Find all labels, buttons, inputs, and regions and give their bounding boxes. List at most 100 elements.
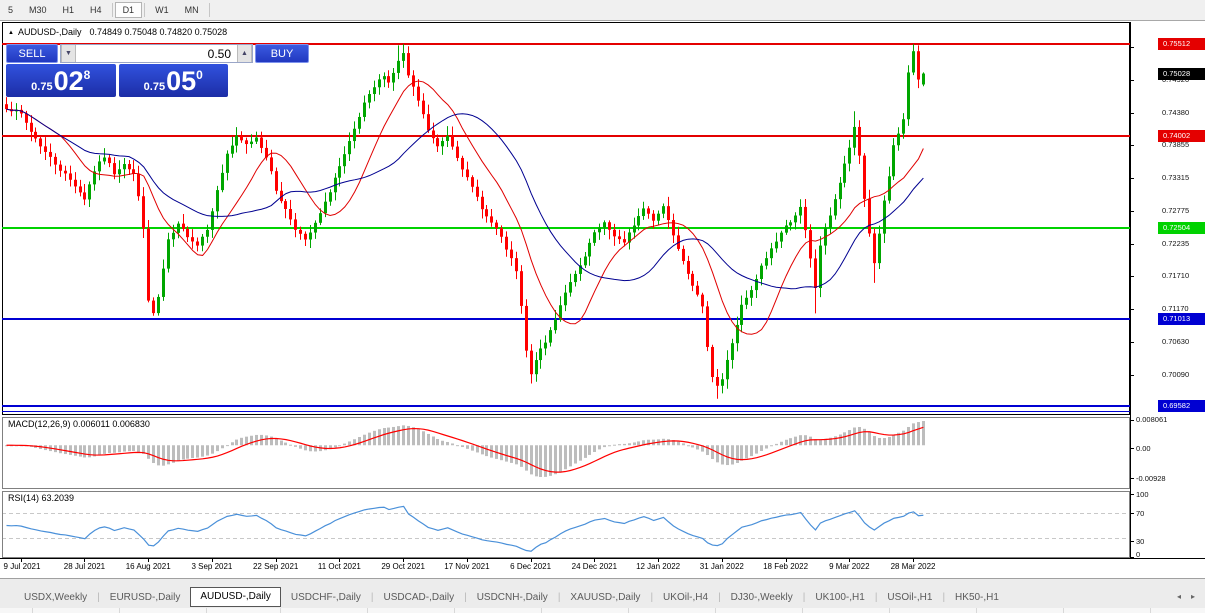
chart-tab-hk50-h1[interactable]: HK50-,H1 (955, 592, 999, 603)
chevron-down-icon: ▼ (65, 50, 72, 57)
date-axis-label: 17 Nov 2021 (444, 562, 490, 571)
price-level-badge: 0.69582 (1158, 400, 1205, 412)
buy-price-big: 05 (166, 66, 197, 96)
rsi-indicator-label: RSI(14) 63.2039 (8, 493, 75, 503)
buy-button[interactable]: BUY (255, 44, 309, 63)
timeframe-button-m30[interactable]: M30 (29, 5, 47, 15)
tab-separator: | (370, 592, 374, 603)
timeframe-button-d1[interactable]: D1 (114, 2, 143, 18)
tab-separator: | (802, 592, 806, 603)
tab-scroll-left-icon[interactable]: ◂ (1176, 592, 1181, 601)
price-level-badge: 0.71013 (1158, 312, 1205, 325)
date-axis-label: 22 Sep 2021 (252, 562, 299, 571)
tab-separator: | (464, 592, 467, 603)
timeframe-toolbar: 5 M30 H1 H4 D1 W1 MN (0, 0, 1205, 21)
chevron-up-icon: ▲ (241, 50, 248, 57)
date-axis-label: 3 Sep 2021 (191, 562, 233, 571)
date-axis-label: 18 Feb 2022 (763, 562, 809, 571)
price-level-badge: 0.72504 (1158, 221, 1205, 234)
chart-tabs-bar: USDX,Weekly | EURUSD-,Daily AUDUSD-,Daily US… (0, 578, 1205, 608)
volume-spinner: ▼ ▲ (60, 44, 253, 63)
sell-price-display[interactable]: 0.75 02 8 (6, 64, 116, 97)
volume-increase-button[interactable]: ▲ (237, 45, 252, 62)
date-axis-label: 28 Mar 2022 (890, 562, 936, 571)
chart-tab-usdx-weekly[interactable]: USDX,Weekly (24, 592, 88, 603)
chart-tab-xauusd-daily[interactable]: XAUUSD-,Daily (570, 592, 641, 603)
sell-price-pip: 8 (83, 68, 91, 82)
chart-tab-audusd-daily[interactable]: AUDUSD-,Daily (190, 587, 281, 607)
date-axis-label: 12 Jan 2022 (636, 562, 681, 571)
chart-tab-uk100-h1[interactable]: UK100-,H1 (815, 592, 865, 603)
timeframe-button-w1[interactable]: W1 (155, 5, 169, 15)
date-axis-label: 31 Jan 2022 (699, 562, 744, 571)
rsi-axis-label: 70 (1136, 509, 1145, 518)
price-axis-label: 0.72775 (1162, 206, 1190, 216)
timeframe-button-mn[interactable]: MN (184, 5, 199, 15)
ohlc-values: 0.74849 0.75048 0.74820 0.75028 (89, 27, 228, 37)
tab-scroll-controls: ◂ ▸ (1177, 592, 1205, 608)
timeframe-button-h4[interactable]: H4 (90, 5, 102, 15)
price-axis-label: 0.70630 (1162, 337, 1190, 347)
bottom-scroll-strip (0, 608, 1205, 613)
date-axis-label: 28 Jul 2021 (63, 562, 106, 571)
tab-separator: | (718, 592, 721, 603)
macd-axis-label: 0.00 (1136, 444, 1151, 453)
timeframe-button-5[interactable]: 5 (8, 5, 14, 15)
chart-tab-usdcad-daily[interactable]: USDCAD-,Daily (383, 592, 455, 603)
macd-axis-label: -0.00928 (1136, 474, 1166, 483)
volume-decrease-button[interactable]: ▼ (61, 45, 76, 62)
buy-price-display[interactable]: 0.75 05 0 (118, 64, 228, 97)
toolbar-separator (111, 3, 113, 17)
tab-separator: | (942, 592, 946, 603)
macd-axis-label: 0.008061 (1136, 415, 1168, 424)
price-axis-label: 0.71170 (1162, 304, 1189, 314)
symbol-period-label: AUDUSD-,Daily (17, 27, 82, 37)
timeframe-button-h1[interactable]: H1 (62, 5, 75, 15)
sell-price-big: 02 (53, 66, 84, 96)
date-axis-label: 11 Oct 2021 (317, 562, 361, 571)
chart-tab-ukoil-h4[interactable]: UKOil-,H4 (663, 592, 709, 603)
price-axis-label: 0.74920 (1162, 75, 1190, 85)
toolbar-separator (208, 3, 210, 17)
chart-tab-usdcnh-daily[interactable]: USDCNH-,Daily (476, 592, 548, 603)
current-price-badge: 0.75028 (1158, 67, 1205, 80)
tab-scroll-right-icon[interactable]: ▸ (1190, 592, 1195, 601)
tab-separator: | (557, 592, 561, 603)
volume-input[interactable] (76, 45, 237, 62)
toolbar-separator (144, 3, 146, 17)
rsi-axis-label: 30 (1136, 537, 1145, 546)
price-axis-label: 0.72235 (1162, 239, 1190, 249)
sell-button[interactable]: SELL (6, 44, 58, 63)
chart-tab-usdchf-daily[interactable]: USDCHF-,Daily (290, 592, 361, 603)
tab-separator: | (650, 592, 654, 603)
date-axis-label: 6 Dec 2021 (510, 562, 552, 571)
rsi-axis-label: 100 (1136, 490, 1149, 499)
tab-separator: | (874, 592, 878, 603)
date-axis-label: 24 Dec 2021 (571, 562, 618, 571)
price-level-badge: 0.75512 (1158, 38, 1205, 50)
chart-tab-eurusd-daily[interactable]: EURUSD-,Daily (109, 592, 181, 603)
price-axis-label: 0.73315 (1162, 173, 1190, 183)
price-axis-label: 0.73855 (1162, 140, 1190, 150)
date-axis-label: 16 Aug 2021 (125, 562, 171, 571)
collapse-panel-arrow-icon[interactable]: ▲ (8, 30, 14, 36)
chart-tab-dj30-weekly[interactable]: DJ30-,Weekly (730, 592, 793, 603)
date-axis-label: 9 Mar 2022 (829, 562, 870, 571)
price-axis-label: 0.70090 (1162, 369, 1190, 379)
sell-price-prefix: 0.75 (31, 81, 53, 93)
macd-indicator-label: MACD(12,26,9) 0.006011 0.006830 (8, 419, 150, 429)
date-axis-label: 9 Jul 2021 (3, 562, 41, 571)
price-axis-label: 0.71710 (1162, 271, 1190, 281)
price-level-badge: 0.74002 (1158, 130, 1205, 143)
buy-price-pip: 0 (196, 68, 203, 82)
buy-price-prefix: 0.75 (143, 81, 166, 93)
tab-separator: | (97, 592, 100, 603)
date-axis-label: 29 Oct 2021 (381, 562, 425, 571)
rsi-axis-label: 0 (1136, 550, 1141, 559)
chart-title: ▲ AUDUSD-,Daily 0.74849 0.75048 0.74820 0.… (8, 27, 227, 37)
price-axis-label: 0.74380 (1162, 108, 1190, 118)
chart-tab-usoil-h1[interactable]: USOil-,H1 (887, 592, 933, 603)
